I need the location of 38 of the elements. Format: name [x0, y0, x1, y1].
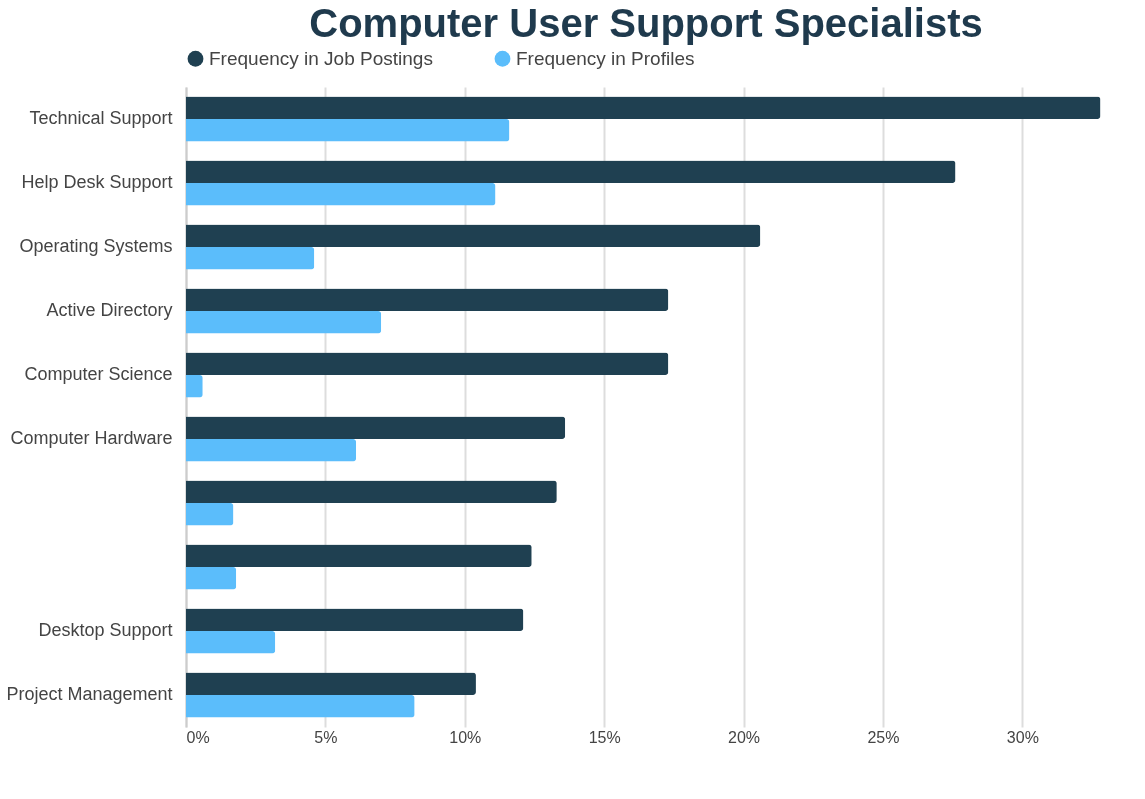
bar — [186, 544, 532, 567]
y-tick-label: Desktop Support — [38, 620, 173, 640]
x-tick-label: 10% — [449, 728, 482, 746]
bar — [186, 288, 669, 311]
y-tick-label: Technical Support — [29, 108, 173, 128]
bar — [186, 416, 566, 439]
bar — [186, 311, 382, 334]
legend-label: Frequency in Profiles — [516, 47, 695, 69]
bar — [186, 503, 234, 526]
x-tick-label: 5% — [314, 728, 338, 746]
x-tick-label: 0% — [186, 728, 210, 746]
bar — [186, 695, 415, 718]
bar — [186, 247, 315, 270]
bar — [186, 183, 496, 206]
bar — [186, 631, 276, 654]
bar — [186, 672, 476, 695]
bar — [186, 608, 524, 631]
y-tick-label: Project Management — [6, 684, 173, 704]
legend-label: Frequency in Job Postings — [209, 47, 433, 69]
bar — [186, 439, 357, 462]
bar — [186, 480, 557, 503]
bar — [186, 119, 510, 142]
y-tick-label: Help Desk Support — [21, 172, 173, 192]
bar — [186, 352, 669, 375]
y-tick-label: Active Directory — [46, 300, 173, 320]
bar — [186, 375, 203, 398]
y-tick-label: Computer Science — [24, 364, 173, 384]
bar — [186, 224, 761, 247]
bar — [186, 160, 956, 183]
chart-title: Computer User Support Specialists — [309, 1, 983, 45]
bar — [186, 96, 1101, 119]
y-tick-label: Operating Systems — [19, 236, 173, 256]
x-tick-label: 30% — [1006, 728, 1039, 746]
y-tick-label: Computer Hardware — [10, 428, 173, 448]
x-tick-label: 15% — [588, 728, 621, 746]
x-tick-label: 20% — [728, 728, 761, 746]
bar — [186, 567, 237, 590]
x-tick-label: 25% — [867, 728, 900, 746]
